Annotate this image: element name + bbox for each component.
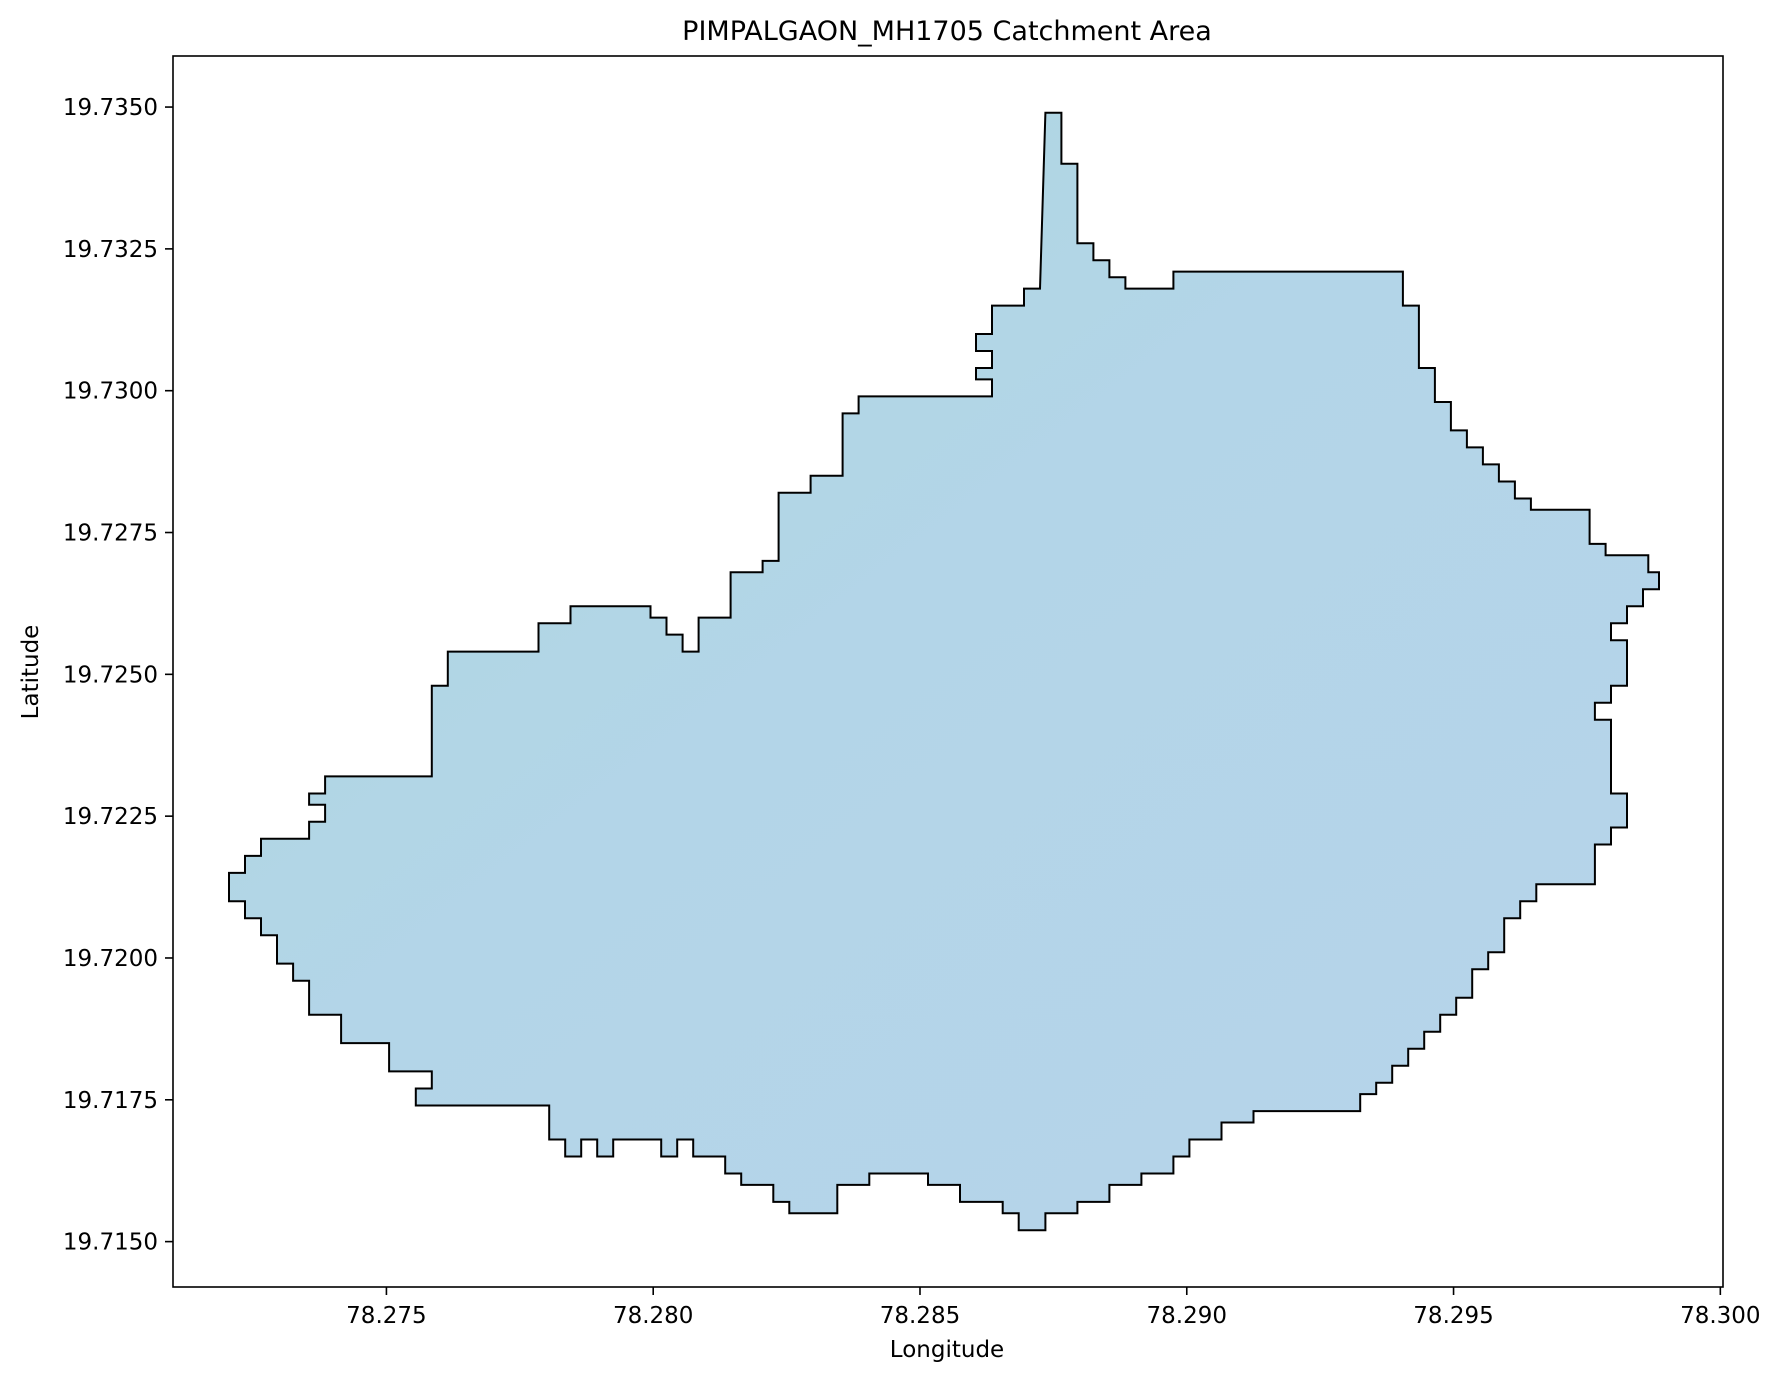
y-axis-ticks: 19.7150 19.7175 19.7200 19.7225 19.7250 19.72… bbox=[63, 95, 173, 1256]
x-tick-label: 78.300 bbox=[1680, 1303, 1760, 1329]
x-tick-label: 78.280 bbox=[613, 1303, 693, 1329]
y-tick-label: 19.7350 bbox=[63, 95, 158, 121]
catchment-polygon bbox=[228, 111, 1660, 1232]
y-axis-label: Latitude bbox=[18, 625, 44, 720]
chart-title: PIMPALGAON_MH1705 Catchment Area bbox=[682, 16, 1212, 47]
y-tick-label: 19.7150 bbox=[63, 1230, 158, 1256]
y-tick-label: 19.7225 bbox=[63, 804, 158, 830]
x-tick-label: 78.290 bbox=[1147, 1303, 1227, 1329]
y-tick-label: 19.7175 bbox=[63, 1088, 158, 1114]
y-tick-label: 19.7300 bbox=[63, 379, 158, 405]
y-tick-label: 19.7275 bbox=[63, 521, 158, 547]
x-tick-label: 78.275 bbox=[346, 1303, 426, 1329]
y-tick-label: 19.7250 bbox=[63, 662, 158, 688]
y-tick-label: 19.7200 bbox=[63, 946, 158, 972]
x-axis-label: Longitude bbox=[890, 1337, 1004, 1363]
x-tick-label: 78.285 bbox=[880, 1303, 960, 1329]
plot-frame bbox=[172, 55, 1724, 1288]
y-tick-label: 19.7325 bbox=[63, 237, 158, 263]
x-tick-label: 78.295 bbox=[1413, 1303, 1493, 1329]
x-axis-ticks: 78.275 78.280 78.285 78.290 78.295 78.300 bbox=[346, 1287, 1761, 1329]
